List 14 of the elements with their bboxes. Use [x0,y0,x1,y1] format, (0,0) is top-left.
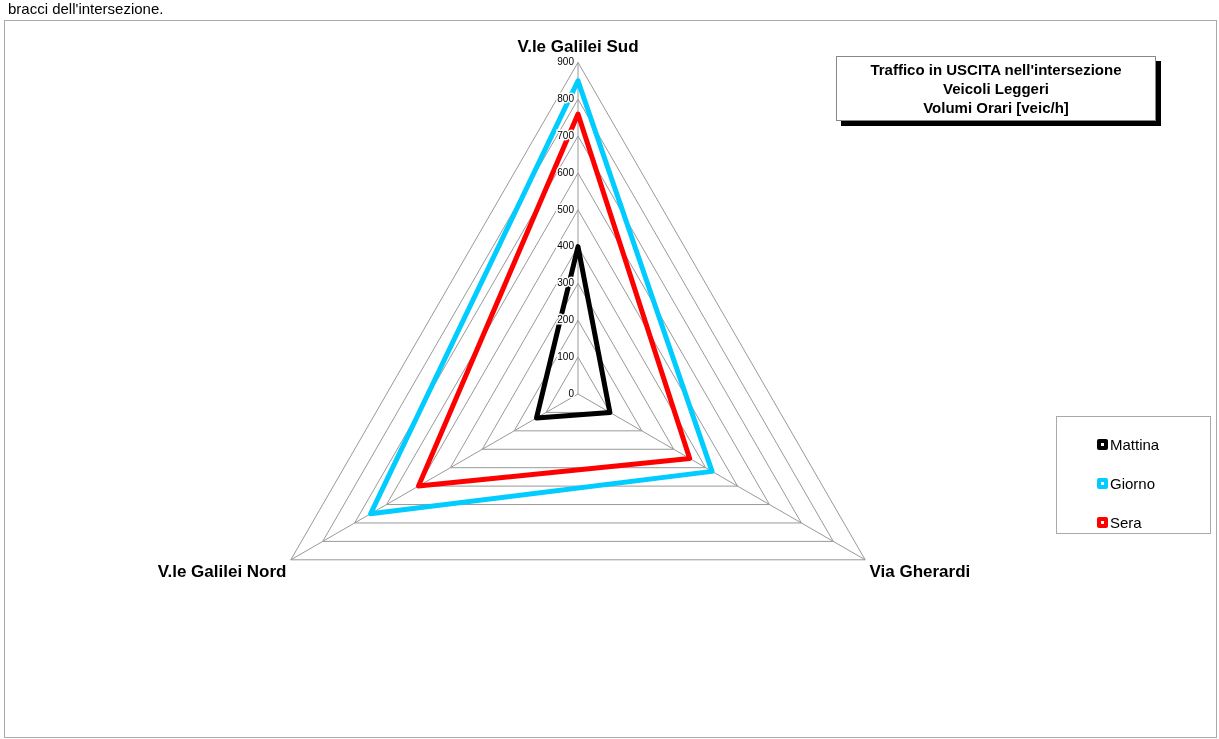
text: bracci dell'intersezione. [8,0,164,18]
legend-label: Giorno [1110,475,1156,492]
spoke-label: V.le Galilei Sud [517,36,639,56]
text: Traffico in USCITA nell'intersezione Veicoli Leggeri Volumi Orari [veic/h] [869,60,1123,117]
spoke-label: V.le Galilei Nord [157,562,287,582]
y-tick-label: 500 [557,203,575,215]
y-tick-label: 600 [557,166,575,178]
y-tick-label: 900 [557,56,575,68]
legend-label: Mattina [1110,436,1160,453]
legend-label: Sera [1110,514,1142,531]
y-tick-label: 0 [568,387,575,399]
spoke-label: Via Gherardi [869,562,971,582]
y-tick-label: 100 [557,350,575,362]
y-tick-label: 400 [557,240,575,252]
